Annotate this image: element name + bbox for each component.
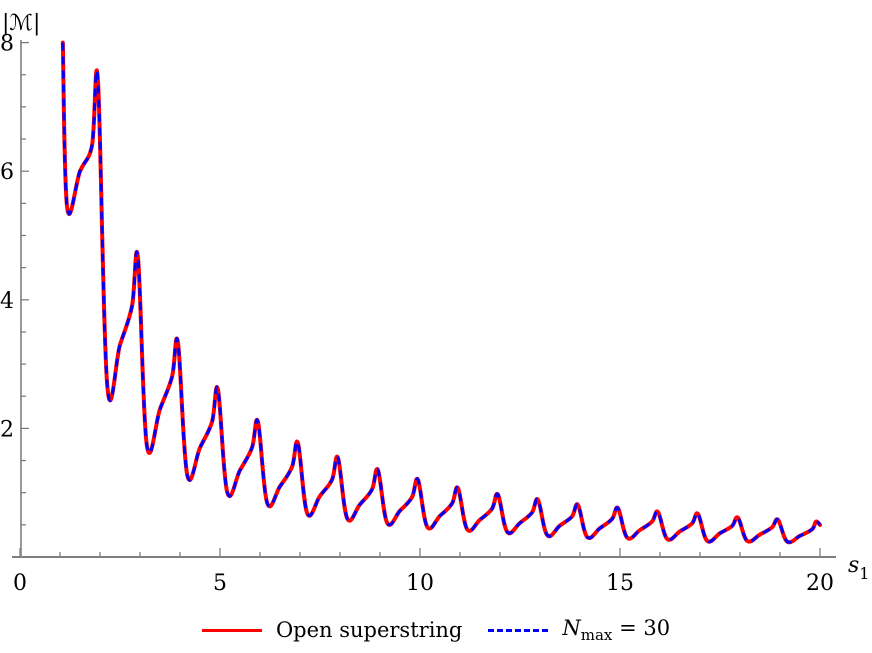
legend-dashed-line-icon: [488, 628, 549, 632]
legend-item-open-superstring: Open superstring: [201, 618, 463, 642]
series-nmax-30: [61, 42, 822, 544]
x-ticks: 0 5 10 15 20: [13, 548, 834, 596]
x-tick-label: 5: [213, 571, 227, 596]
x-tick-label: 10: [406, 571, 434, 596]
legend-item-nmax: Nmax = 30: [488, 616, 670, 644]
x-tick-label: 15: [606, 571, 634, 596]
y-tick-label: 2: [0, 417, 14, 442]
legend: Open superstring Nmax = 30: [0, 610, 872, 650]
x-tick-label: 0: [13, 571, 27, 596]
y-tick-label: 6: [0, 160, 14, 185]
y-tick-label: 4: [0, 289, 14, 314]
axes: 0 5 10 15 20 2 4 6 8: [0, 32, 836, 596]
y-tick-label: 8: [0, 32, 14, 57]
x-axis-title-sub: 1: [859, 564, 869, 583]
x-axis-title: s1: [848, 553, 869, 583]
legend-label: Open superstring: [275, 618, 463, 642]
y-ticks: 2 4 6 8: [0, 32, 29, 526]
legend-solid-line-icon: [201, 628, 262, 632]
y-axis-title: |ℳ|: [2, 11, 40, 36]
chart-canvas: 0 5 10 15 20 2 4 6 8 |ℳ| s1: [0, 11, 869, 596]
series-open-superstring: [60, 40, 822, 545]
legend-label: Nmax = 30: [562, 615, 671, 645]
x-tick-label: 20: [806, 571, 834, 596]
